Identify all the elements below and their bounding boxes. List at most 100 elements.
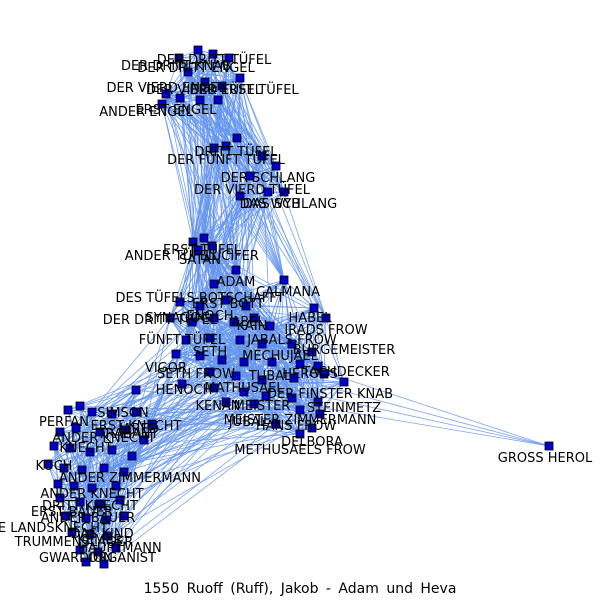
graph-edge	[203, 175, 251, 239]
node-label: ANDER ZIMMERMANN	[59, 471, 201, 486]
graph-edge	[81, 429, 127, 471]
graph-node	[199, 233, 209, 243]
graph-edge	[57, 483, 73, 533]
graph-edge	[67, 361, 245, 411]
graph-edge	[69, 431, 101, 449]
graph-node	[295, 405, 305, 415]
graph-edge	[73, 381, 345, 487]
graph-node	[175, 93, 185, 103]
node-label: DER SCHLANG	[221, 171, 316, 186]
node-label: ANDER BAUER	[41, 511, 136, 526]
graph-edge	[169, 317, 295, 379]
graph-node	[119, 467, 129, 477]
graph-edge	[299, 307, 315, 411]
graph-edge	[107, 397, 293, 537]
graph-node	[309, 303, 319, 313]
graph-edge	[185, 147, 215, 341]
graph-edge	[53, 413, 113, 447]
graph-edge	[143, 321, 235, 441]
graph-node	[127, 451, 137, 461]
graph-node	[287, 339, 297, 349]
node-label: ANDER TÜFEL	[125, 247, 216, 264]
graph-edge	[249, 175, 255, 319]
node-label: HERODS	[282, 367, 338, 382]
graph-edge	[47, 411, 137, 465]
graph-edge	[111, 439, 145, 451]
graph-node	[200, 77, 210, 87]
node-label: KAIN	[237, 319, 268, 334]
graph-node	[205, 333, 215, 343]
node-label: DIE LANDSKNECHT	[0, 521, 108, 536]
graph-edge	[165, 93, 251, 177]
node-label: DAS KIND	[70, 527, 133, 542]
graph-edge	[161, 103, 194, 243]
graph-edge	[67, 355, 201, 411]
graph-edge	[225, 145, 277, 167]
graph-node	[235, 335, 245, 345]
graph-edge	[211, 195, 241, 247]
graph-edge	[63, 411, 137, 469]
graph-node	[177, 379, 187, 389]
graph-edge	[67, 409, 127, 431]
graph-node	[131, 385, 141, 395]
graph-node	[75, 545, 85, 555]
node-label: ERST BOTT	[192, 297, 264, 312]
node-label: TUBAL	[248, 369, 292, 384]
node-label: HENOCH	[156, 383, 213, 398]
node-label: STEINMETZ	[307, 401, 381, 416]
node-label: DER VIERD TÜFEL	[194, 181, 311, 198]
graph-node	[263, 187, 273, 197]
graph-edge	[53, 445, 87, 563]
graph-node	[195, 351, 205, 361]
graph-node	[319, 369, 329, 379]
graph-node	[157, 99, 167, 109]
node-label: DER FÜNFT TÜFEL	[167, 151, 286, 168]
node-label: TRABANT	[97, 427, 159, 442]
graph-node	[267, 357, 277, 367]
graph-node	[279, 187, 289, 197]
graph-node	[544, 441, 554, 451]
graph-edge	[235, 269, 295, 379]
graph-node	[85, 447, 95, 457]
graph-edge	[79, 343, 263, 407]
graph-edge	[221, 85, 277, 167]
graph-edge	[211, 99, 219, 247]
node-label: ERST KNECHT	[91, 419, 182, 434]
graph-node	[99, 463, 109, 473]
graph-edge	[225, 145, 263, 157]
graph-node	[221, 141, 231, 151]
graph-node	[289, 373, 299, 383]
graph-edge	[192, 241, 315, 309]
graph-edge	[197, 249, 215, 389]
node-label: HANS FROW	[256, 419, 337, 434]
graph-node	[205, 367, 215, 377]
graph-node	[245, 171, 255, 181]
graph-node	[221, 397, 231, 407]
graph-node	[55, 493, 65, 503]
graph-edge	[197, 53, 214, 251]
node-label: JUBAL	[228, 415, 268, 430]
graph-edge	[123, 391, 245, 517]
graph-edge	[47, 317, 171, 465]
graph-edge	[179, 97, 194, 243]
node-label: DER FINSTER KNAB	[267, 387, 393, 402]
graph-edge	[79, 405, 321, 415]
graph-node	[59, 463, 69, 473]
graph-edge	[299, 401, 319, 435]
graph-edge	[197, 49, 205, 239]
graph-edge	[211, 165, 277, 247]
graph-node	[321, 313, 331, 323]
graph-node	[221, 295, 231, 305]
graph-node	[193, 45, 203, 55]
graph-edge	[53, 445, 61, 499]
graph-edge	[179, 53, 214, 99]
graph-edge	[323, 317, 327, 375]
node-label: DER DRITT KNAB	[121, 59, 231, 74]
graph-node	[95, 427, 105, 437]
graph-edge	[211, 245, 301, 365]
graph-edge	[325, 317, 345, 383]
graph-node	[208, 49, 218, 59]
graph-node	[265, 321, 275, 331]
graph-edge	[165, 93, 213, 247]
graph-edge	[267, 191, 315, 309]
